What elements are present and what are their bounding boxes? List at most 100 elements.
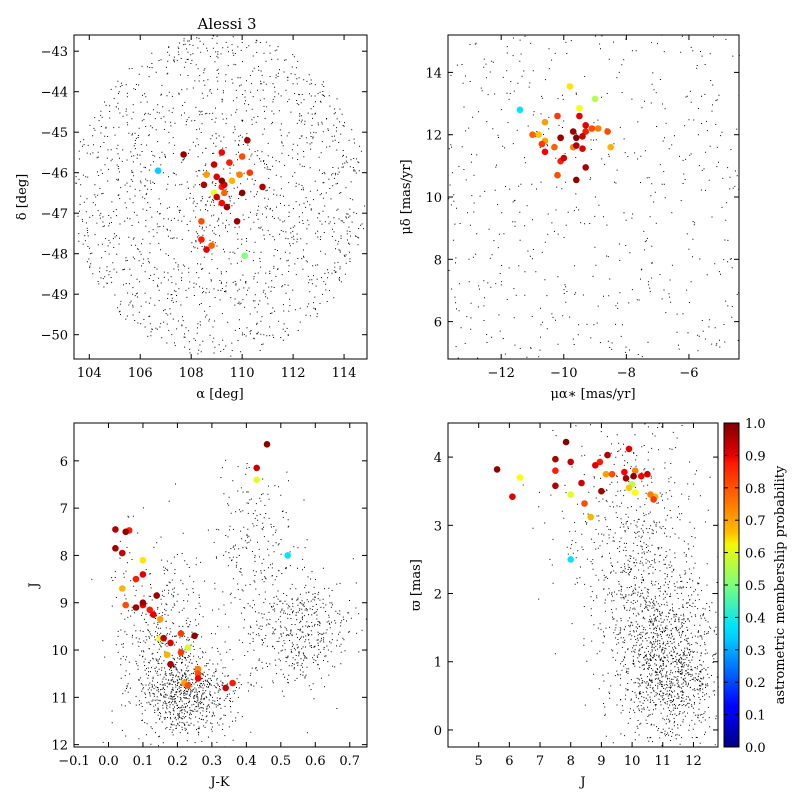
member-star [244, 137, 251, 144]
member-star [579, 133, 586, 140]
y-axis-label: J [27, 582, 42, 589]
member-star [208, 242, 215, 249]
y-tick-label: 1 [434, 656, 442, 671]
member-star [221, 189, 228, 197]
member-star [541, 148, 549, 156]
y-tick-label: −45 [41, 126, 68, 141]
colorbar-tick-label: 0.3 [745, 644, 766, 659]
chart-title: Alessi 3 [196, 15, 256, 33]
x-tick-label: 0.0 [98, 754, 119, 769]
member-star [587, 513, 594, 521]
member-star [541, 118, 549, 126]
axes-frame [73, 422, 368, 748]
member-star [223, 203, 231, 211]
member-star [578, 479, 585, 487]
member-star [213, 173, 220, 181]
member-star [156, 616, 164, 623]
member-star [621, 468, 628, 476]
member-star [529, 131, 536, 138]
axes-frame [447, 34, 740, 360]
y-axis-label: δ [deg] [15, 174, 30, 220]
x-tick-label: −12 [487, 366, 514, 381]
y-tick-label: −48 [41, 248, 68, 263]
member-star [191, 632, 198, 640]
y-tick-label: 7 [60, 502, 68, 517]
member-star [163, 651, 171, 659]
y-tick-label: 12 [51, 739, 68, 754]
member-star [608, 470, 616, 478]
member-star [177, 630, 185, 637]
member-star [509, 493, 516, 500]
member-star [229, 679, 236, 687]
member-star [560, 154, 568, 162]
x-axis-label: μα∗ [mas/yr] [550, 387, 635, 402]
member-star [198, 236, 205, 243]
member-star [516, 106, 524, 114]
member-star [573, 134, 580, 142]
member-star [222, 684, 229, 692]
member-star [647, 491, 654, 498]
member-star [132, 575, 140, 583]
y-tick-label: 10 [51, 644, 68, 659]
member-star [241, 252, 248, 259]
x-tick-label: 0.6 [305, 754, 326, 769]
y-tick-label: −49 [41, 288, 68, 303]
member-star [552, 482, 559, 490]
member-star [622, 475, 630, 482]
member-star [594, 125, 602, 132]
member-star [631, 467, 639, 474]
member-star [177, 649, 185, 656]
member-star [592, 462, 599, 469]
y-tick-label: 8 [60, 549, 68, 564]
x-tick-label: −0.1 [58, 754, 90, 769]
plot-area [75, 34, 366, 357]
member-star [551, 143, 558, 151]
member-star [588, 125, 596, 132]
member-star [557, 134, 564, 142]
member-star [112, 526, 119, 533]
x-axis-label: α [deg] [196, 387, 243, 402]
y-tick-label: −50 [41, 329, 68, 344]
colorbar-tick-label: 0.7 [745, 514, 766, 529]
y-axis-label: ϖ [mas] [409, 559, 424, 611]
member-star [246, 169, 254, 176]
field-stars [448, 34, 740, 360]
x-tick-label: 110 [230, 366, 255, 381]
y-tick-label: 12 [425, 129, 442, 144]
member-star [160, 634, 167, 642]
member-star [238, 189, 246, 197]
member-star [631, 489, 639, 496]
member-star [184, 644, 192, 651]
x-tick-label: 12 [685, 754, 702, 769]
member-star [535, 131, 542, 138]
member-star [650, 496, 657, 503]
colorbar-tick-label: 0.1 [745, 709, 766, 724]
plot-area [493, 423, 719, 748]
member-star [150, 611, 157, 618]
member-star [630, 472, 637, 480]
member-star [516, 474, 524, 481]
member-star [573, 176, 580, 184]
x-tick-label: 106 [128, 366, 153, 381]
y-tick-label: −47 [41, 207, 68, 222]
member-star [538, 140, 546, 148]
member-star [213, 193, 220, 201]
y-tick-label: 9 [60, 597, 68, 612]
member-star [284, 552, 291, 559]
x-axis-label: J-K [208, 775, 230, 790]
panel-color-magnitude: J-K J −0.1 0.0 0.1 0.2 0.3 0.4 0.5 0.6 0.7 6 7 8 9 10… [27, 422, 368, 790]
member-star [194, 675, 202, 682]
member-star [203, 171, 210, 178]
x-tick-label: 7 [536, 754, 544, 769]
member-star [567, 458, 574, 466]
colorbar-tick-label: 1.0 [745, 417, 766, 432]
member-star [569, 128, 577, 135]
colorbar-tick-label: 0.6 [745, 547, 766, 562]
colorbar-tick-label: 0.9 [745, 449, 766, 464]
member-star [625, 445, 633, 453]
member-star [153, 592, 160, 599]
member-star [625, 484, 633, 492]
y-tick-label: 11 [51, 691, 68, 706]
colorbar-tick-label: 0.8 [745, 482, 766, 497]
